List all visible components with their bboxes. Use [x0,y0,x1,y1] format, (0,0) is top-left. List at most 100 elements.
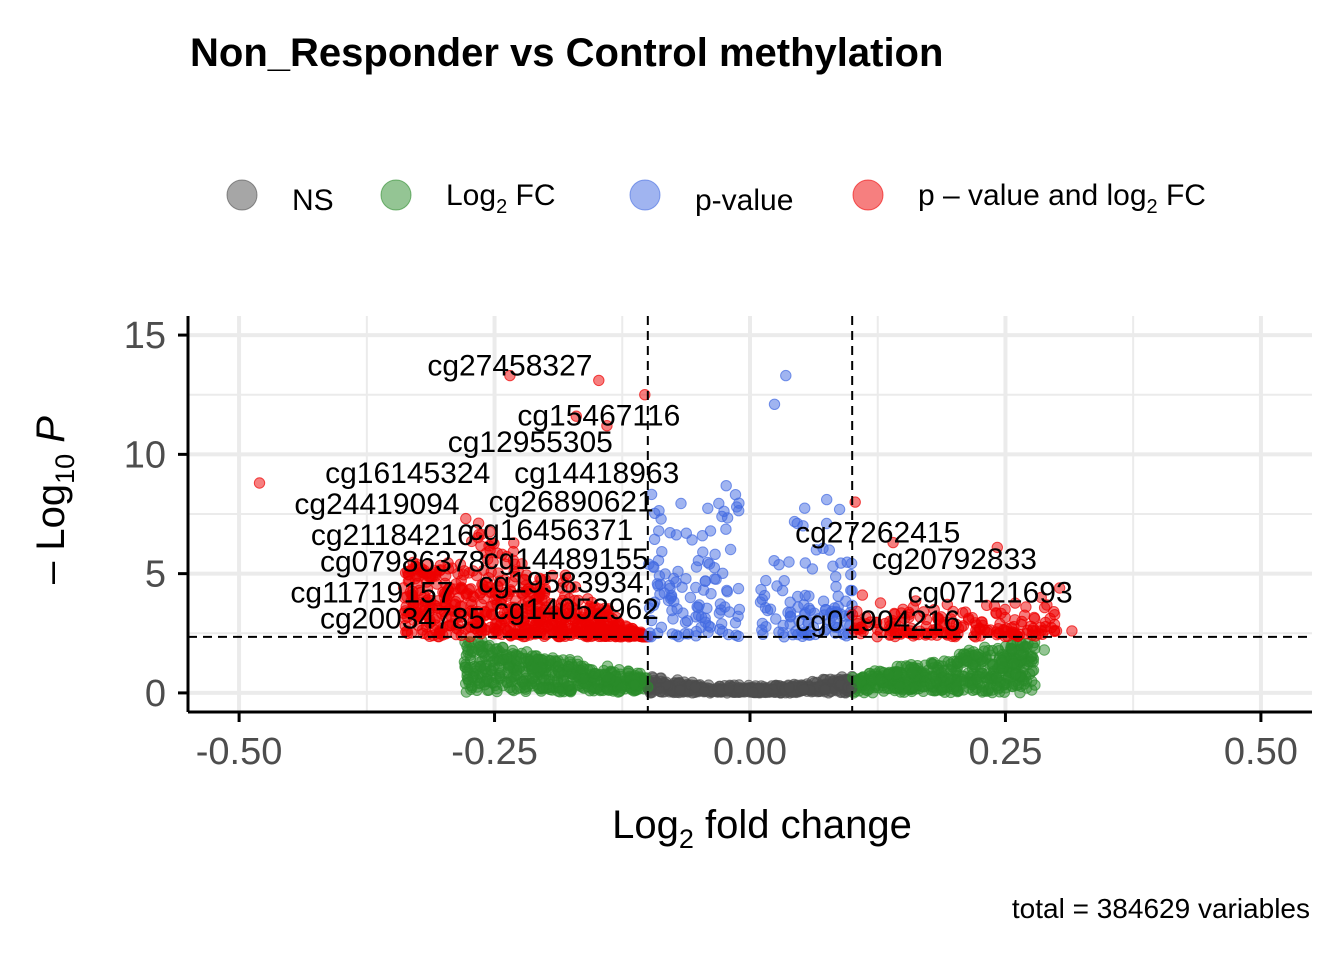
data-point-p [817,595,830,607]
data-point-fc [528,662,540,674]
data-point-p [680,527,692,539]
x-tick-label: 0.00 [713,731,787,773]
data-point-fc [925,657,937,669]
point-label: cg24419094 [294,488,459,521]
data-point-p [783,556,795,568]
data-point-ns [819,684,831,696]
legend-label-pvalue: p-value [695,184,793,217]
data-point-p [803,590,815,602]
data-point-p_fc [941,598,953,611]
data-points [253,369,1078,699]
data-point-p [756,624,768,636]
data-point-p [833,503,846,516]
data-point-p_fc [423,617,436,629]
data-point-p [697,584,710,596]
data-point-p [845,568,857,581]
data-point-p_fc [480,547,492,559]
data-point-p_fc [411,570,423,582]
data-point-p [820,623,832,635]
data-point-fc [545,655,557,667]
data-point-p [821,493,833,506]
data-point-p_fc [593,374,605,387]
x-axis-title: Log2 fold change [612,803,912,854]
data-point-p_fc [253,477,266,489]
data-point-fc [986,660,998,672]
data-point-p_fc [988,600,1001,612]
data-point-p [804,604,816,616]
data-point-p [690,561,703,573]
data-point-p_fc [546,569,559,582]
data-point-p [818,609,831,621]
data-point-p [799,502,811,514]
legend-item-pvalue: p-value [629,179,793,217]
data-point-fc [589,667,601,680]
data-point-fc [479,662,491,674]
data-point-fc [515,652,527,664]
data-point-p_fc [522,596,534,608]
data-point-p [830,580,842,593]
data-point-p_fc [512,565,524,577]
data-point-fc [600,671,613,683]
data-point-p_fc [517,616,529,628]
data-point-ns [747,686,759,698]
data-point-p_fc [584,600,596,613]
data-point-p_fc [885,622,897,635]
data-point-p [655,513,667,525]
x-axis-ticks: -0.50 -0.25 0.00 0.25 0.50 [196,712,1298,773]
data-point-p_fc [1041,599,1053,611]
data-point-p_fc [466,604,478,616]
y-tick-label: 0 [145,673,166,715]
data-point-p [697,546,709,558]
data-point-p_fc [1005,622,1018,634]
legend-swatch-ns [226,179,258,211]
data-point-fc [615,682,628,694]
data-point-fc [893,681,906,693]
legend-item-log2fc: Log2 FC [380,179,556,218]
data-point-p_fc [455,575,467,587]
data-point-p_fc [487,556,499,568]
data-point-p_fc [423,606,435,618]
data-point-p_fc [995,607,1007,620]
data-point-fc [491,685,503,698]
data-point-p_fc [901,626,913,639]
x-tick-label: -0.25 [451,731,538,773]
y-tick-label: 15 [124,315,166,357]
data-point-p [834,608,847,620]
data-point-fc [924,678,937,690]
data-point-fc [526,672,539,684]
data-point-fc [938,664,951,677]
data-point-p [699,612,711,624]
data-point-p_fc [535,574,547,586]
data-point-p [732,582,745,595]
data-point-fc [851,676,863,689]
data-point-p_fc [516,588,528,601]
x-tick-label: 0.25 [968,731,1042,773]
data-point-p [714,623,726,635]
data-point-p [773,559,785,571]
legend: NS Log2 FC p-value p – value and log2 FC [226,179,1206,218]
data-point-p [841,556,853,568]
data-point-p [676,581,688,593]
data-point-p [659,568,671,580]
data-point-fc [969,649,982,661]
data-point-p_fc [1050,625,1063,637]
data-point-fc [961,655,973,667]
data-point-p [652,580,664,592]
data-point-p_fc [956,607,969,619]
data-point-p_fc [473,617,485,629]
legend-swatch-log2fc [380,179,412,211]
data-point-p [733,497,745,509]
data-point-ns [783,682,795,694]
data-point-p_fc [501,590,513,602]
data-point-p [802,616,814,629]
point-labels: cg27458327cg15467116cg12955305cg16145324… [290,350,1072,638]
point-label: cg27458327 [427,350,592,383]
data-point-p_fc [421,576,433,588]
data-point-p [760,574,772,587]
data-point-fc [502,662,515,674]
point-label: cg01904216 [795,605,960,638]
data-point-p_fc [399,620,411,632]
data-point-p_fc [592,613,604,625]
data-point-p [784,618,796,630]
